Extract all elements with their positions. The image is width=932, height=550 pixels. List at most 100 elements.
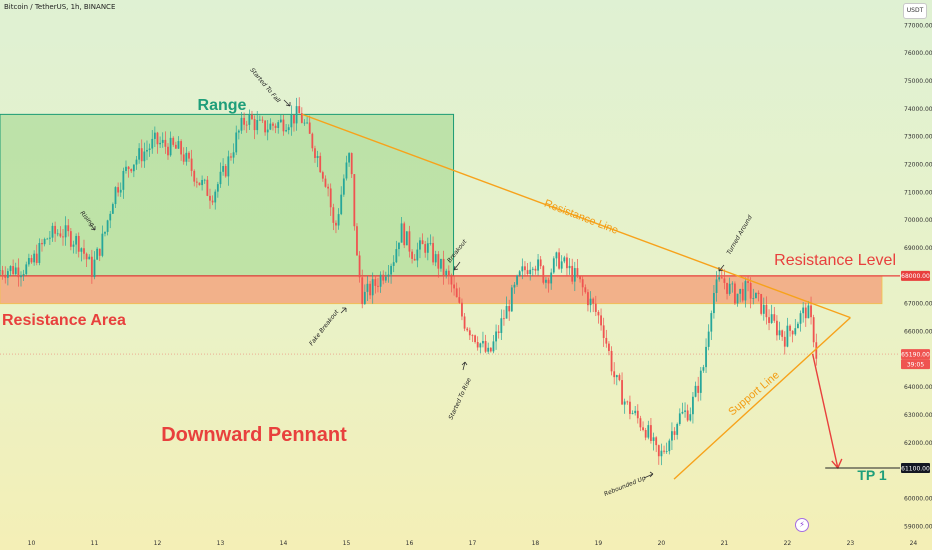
candle-body xyxy=(718,277,721,280)
lightning-icon[interactable]: ⚡ xyxy=(795,518,809,532)
candle-body xyxy=(198,182,201,186)
candle-body xyxy=(311,133,314,149)
range-label: Range xyxy=(198,97,247,114)
candle-body xyxy=(671,431,673,441)
candle-body xyxy=(461,302,463,317)
candle-body xyxy=(447,270,450,277)
candle-body xyxy=(621,380,623,405)
candle-body xyxy=(203,179,206,181)
candle-body xyxy=(684,410,686,412)
candle-body xyxy=(83,248,85,254)
candle-body xyxy=(783,336,786,347)
candle-body xyxy=(172,137,175,145)
candle-body xyxy=(631,413,634,414)
candle-body xyxy=(403,223,406,246)
candle-body xyxy=(432,243,434,263)
candle-body xyxy=(219,171,222,185)
candle-body xyxy=(266,129,269,133)
candle-body xyxy=(516,275,518,285)
candle-body xyxy=(636,410,639,419)
candle-body xyxy=(445,270,448,276)
candle-body xyxy=(256,120,259,131)
current-price-badge-bg xyxy=(901,349,930,360)
time-tick-label: 11 xyxy=(91,540,99,547)
candle-body xyxy=(760,294,763,314)
candle-body xyxy=(167,146,169,156)
annotation-started-to-fall: Started To Fall xyxy=(248,67,281,105)
candle-body xyxy=(503,318,505,320)
candle-body xyxy=(395,249,398,263)
candle-body xyxy=(726,282,728,294)
candle-body xyxy=(332,207,335,223)
resistance-line-label: Resistance Line xyxy=(542,198,619,237)
candle-body xyxy=(613,371,616,378)
symbol-title: Bitcoin / TetherUS, 1h, BINANCE xyxy=(4,3,116,11)
candle-body xyxy=(190,158,193,171)
candle-body xyxy=(122,170,125,190)
price-tick-label: 69000.00 xyxy=(904,245,932,252)
candle-body xyxy=(513,284,516,288)
candle-body xyxy=(366,283,369,292)
candle-body xyxy=(673,431,676,435)
candle-body xyxy=(4,274,7,278)
candle-body xyxy=(468,330,471,336)
candle-body xyxy=(608,343,610,351)
annotation-pointer-arrows xyxy=(89,99,725,479)
candle-body xyxy=(558,252,560,269)
annotation-started-to-rise: Started To Rise xyxy=(447,377,473,421)
candle-body xyxy=(25,264,28,275)
candle-body xyxy=(379,274,382,287)
candle-body xyxy=(104,231,106,234)
candle-body xyxy=(258,119,261,121)
candle-body xyxy=(815,342,818,359)
candle-body xyxy=(489,347,492,352)
candle-body xyxy=(135,159,138,165)
candle-body xyxy=(174,144,177,149)
candle-body xyxy=(353,174,356,227)
candle-body xyxy=(237,130,240,133)
candle-body xyxy=(321,172,324,179)
candle-body xyxy=(27,258,30,265)
candle-body xyxy=(744,281,747,301)
candle-body xyxy=(545,279,547,283)
candle-body xyxy=(75,235,78,245)
candle-body xyxy=(739,288,742,294)
candle-body xyxy=(408,231,411,252)
candle-body xyxy=(93,259,96,278)
price-tick-label: 62000.00 xyxy=(904,440,932,447)
candle-body xyxy=(442,258,445,276)
countdown-badge: 39:05 xyxy=(907,361,924,368)
candle-body xyxy=(269,123,272,130)
candle-body xyxy=(96,248,99,260)
candle-body xyxy=(387,274,390,277)
candle-body xyxy=(211,200,214,203)
candle-body xyxy=(345,162,348,179)
candle-body xyxy=(555,252,558,259)
candle-body xyxy=(479,343,482,348)
candle-body xyxy=(657,445,660,457)
candle-body xyxy=(492,341,495,352)
candle-body xyxy=(358,255,361,278)
resistance-area-label: Resistance Area xyxy=(2,312,126,329)
candle-body xyxy=(497,331,500,333)
candle-body xyxy=(615,375,618,378)
currency-button[interactable]: USDT xyxy=(903,3,927,19)
candle-body xyxy=(264,120,266,133)
candle-body xyxy=(529,269,532,274)
candle-body xyxy=(602,325,605,338)
candle-body xyxy=(20,275,22,278)
candle-body xyxy=(510,287,513,312)
candle-body xyxy=(80,248,83,252)
price-tick-label: 77000.00 xyxy=(904,22,932,29)
candle-body xyxy=(400,223,403,243)
candle-body xyxy=(639,418,642,428)
candle-body xyxy=(411,251,413,259)
candle-body xyxy=(791,330,794,335)
candle-body xyxy=(736,293,739,304)
candle-body xyxy=(689,414,692,421)
candle-body xyxy=(130,169,133,172)
candle-body xyxy=(30,258,33,263)
candle-body xyxy=(484,341,487,352)
candle-body xyxy=(500,318,503,333)
